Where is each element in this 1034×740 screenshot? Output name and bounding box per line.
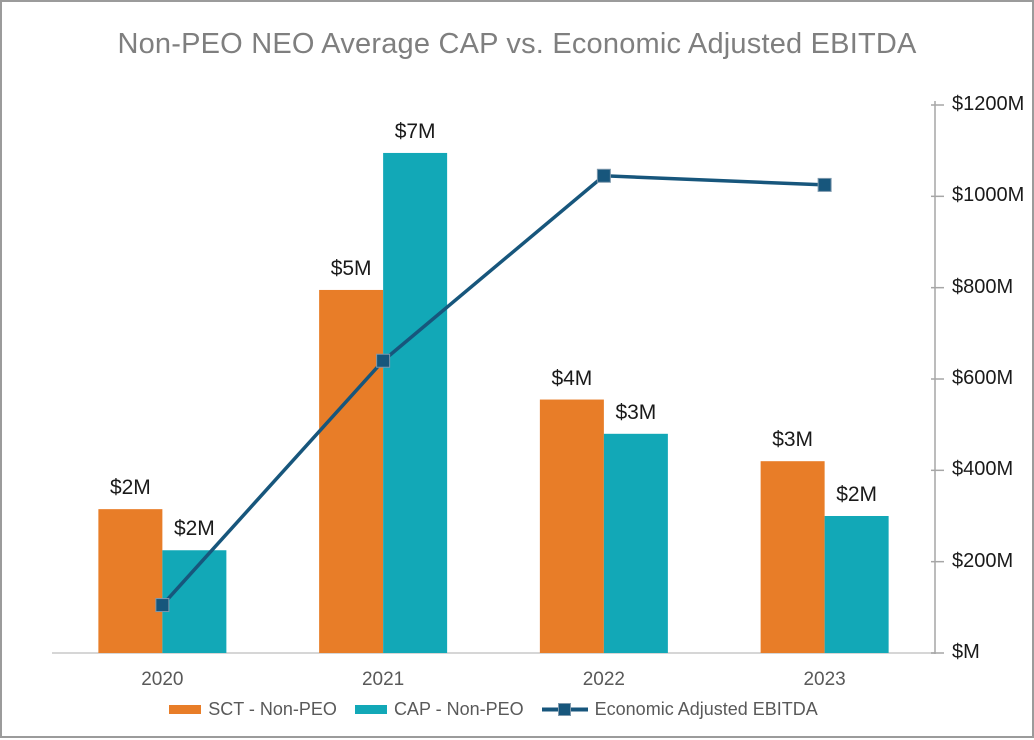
sct-swatch-icon [169, 704, 202, 714]
bar-cap-2021 [383, 152, 448, 653]
bar-sct-2021 [319, 289, 384, 653]
legend-item-cap: CAP - Non-PEO [354, 698, 524, 720]
data-label-sct-2020: $2M [109, 476, 151, 500]
cap-swatch-icon [354, 704, 387, 714]
y2-tick-0: $M [952, 641, 980, 663]
line-marker-swatch-icon [541, 702, 588, 716]
x-label-2022: 2022 [582, 669, 626, 690]
data-label-sct-2022: $4M [551, 366, 593, 390]
data-label-cap-2021: $7M [394, 119, 436, 143]
y2-tick-200: $200M [952, 549, 1014, 572]
chart-title: Non-PEO NEO Average CAP vs. Economic Adj… [117, 28, 917, 60]
x-label-2023: 2023 [803, 669, 846, 690]
y2-tick-600: $600M [952, 367, 1014, 389]
data-label-cap-2020: $2M [173, 517, 215, 541]
legend-label-sct: SCT - Non-PEO [208, 698, 337, 719]
bar-sct-2022 [539, 399, 604, 653]
bar-cap-2023 [824, 516, 889, 653]
bar-sct-2023 [760, 461, 825, 653]
y2-tick-800: $800M [952, 275, 1014, 298]
y2-tick-1200: $1200M [952, 93, 1025, 115]
ebitda-marker-2021 [376, 353, 391, 368]
bar-cap-2022 [603, 433, 668, 653]
y2-tick-400: $400M [952, 458, 1014, 481]
legend-item-ebitda: Economic Adjusted EBITDA [541, 698, 818, 720]
legend: SCT - Non-PEO CAP - Non-PEO Economic Adj… [52, 696, 935, 722]
x-label-2020: 2020 [141, 669, 184, 690]
data-label-cap-2022: $3M [615, 400, 657, 424]
x-label-2021: 2021 [361, 669, 405, 690]
y2-tick-1000: $1000M [952, 184, 1025, 207]
ebitda-line [161, 174, 825, 607]
legend-label-cap: CAP - Non-PEO [393, 698, 524, 719]
legend-label-ebitda: Economic Adjusted EBITDA [594, 698, 818, 719]
bar-sct-2020 [98, 509, 163, 653]
ebitda-marker-2022 [596, 168, 611, 183]
data-label-sct-2023: $3M [772, 428, 814, 452]
ebitda-marker-2020 [155, 598, 170, 613]
data-label-sct-2021: $5M [330, 256, 372, 280]
ebitda-marker-2023 [817, 177, 832, 192]
data-label-cap-2023: $2M [836, 483, 878, 506]
bar-cap-2020 [162, 550, 227, 653]
legend-item-sct: SCT - Non-PEO [169, 699, 337, 720]
